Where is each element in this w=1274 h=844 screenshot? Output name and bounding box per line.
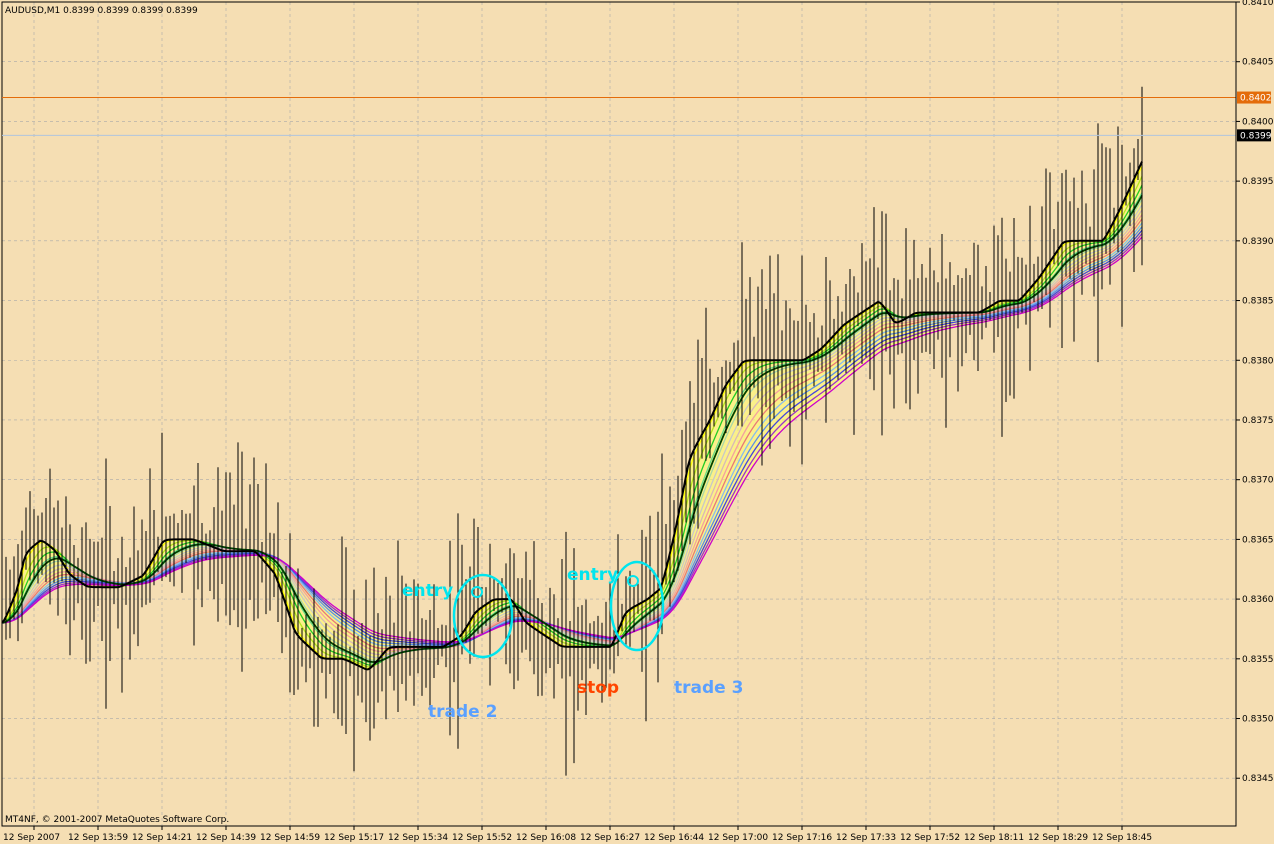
y-tick-label-3: 0.8395 [1242, 177, 1274, 187]
y-tick-label-10: 0.8360 [1242, 595, 1274, 605]
entry-2-marker [627, 575, 639, 587]
y-tick-label-8: 0.8370 [1242, 476, 1274, 486]
x-tick-label-10: 12 Sep 16:44 [644, 833, 704, 843]
entry-1-marker [471, 586, 483, 598]
y-tick-label-1: 0.8405 [1242, 58, 1274, 68]
price-marker-label-0: 0.8402 [1240, 94, 1272, 104]
ribbon-line-6 [1, 209, 1143, 656]
price-bars [5, 86, 1143, 776]
y-tick-label-2: 0.8400 [1242, 117, 1274, 127]
x-tick-label-4: 12 Sep 14:59 [260, 833, 320, 843]
price-level-lines [2, 97, 1236, 136]
y-tick-label-0: 0.8410 [1242, 0, 1274, 8]
x-tick-label-2: 12 Sep 14:21 [132, 833, 192, 843]
ribbon-line-7 [1, 214, 1143, 653]
x-tick-label-6: 12 Sep 15:34 [388, 833, 448, 843]
y-tick-label-9: 0.8365 [1242, 535, 1274, 545]
x-tick-label-0: 12 Sep 2007 [3, 833, 60, 843]
y-tick-label-4: 0.8390 [1242, 237, 1274, 247]
chart-copyright-footer: MT4NF, © 2001-2007 MetaQuotes Software C… [5, 815, 229, 825]
x-tick-label-5: 12 Sep 15:17 [324, 833, 384, 843]
annotation-trade-2: trade 2 [428, 702, 497, 722]
ribbon-line-13 [1, 236, 1143, 643]
x-tick-label-3: 12 Sep 14:39 [196, 833, 256, 843]
x-tick-label-1: 12 Sep 13:59 [68, 833, 128, 843]
price-axis: 0.8410 0.8405 0.8400 0.8395 0.8390 0.8385 0.83… [1235, 0, 1274, 826]
y-tick-label-13: 0.8345 [1242, 774, 1274, 784]
x-tick-label-7: 12 Sep 15:52 [452, 833, 512, 843]
x-tick-label-15: 12 Sep 18:11 [964, 833, 1024, 843]
y-tick-label-12: 0.8350 [1242, 715, 1274, 725]
annotation-trade-3: trade 3 [674, 678, 743, 698]
price-marker-badge-0 [1237, 91, 1271, 104]
price-curve [1, 161, 1143, 671]
annotation-stop: stop [577, 678, 619, 698]
x-tick-label-9: 12 Sep 16:27 [580, 833, 640, 843]
x-tick-label-11: 12 Sep 17:00 [708, 833, 768, 843]
annotation-entry-1: entry [402, 581, 453, 601]
x-tick-label-8: 12 Sep 16:08 [516, 833, 576, 843]
y-tick-label-5: 0.8385 [1242, 297, 1274, 307]
x-tick-label-17: 12 Sep 18:45 [1092, 833, 1152, 843]
chart-symbol-header: AUDUSD,M1 0.8399 0.8399 0.8399 0.8399 [5, 6, 198, 16]
x-tick-label-16: 12 Sep 18:29 [1028, 833, 1088, 843]
price-marker-label-1: 0.8399 [1240, 131, 1272, 141]
y-tick-label-6: 0.8380 [1242, 356, 1274, 366]
annotation-entry-2: entry [567, 565, 618, 585]
trade-2-circle [452, 573, 514, 659]
y-tick-label-11: 0.8355 [1242, 655, 1274, 665]
x-tick-label-13: 12 Sep 17:33 [836, 833, 896, 843]
x-tick-label-12: 12 Sep 17:16 [772, 833, 832, 843]
y-tick-label-7: 0.8375 [1242, 416, 1274, 426]
trade-3-circle [609, 560, 665, 652]
trade-annotations: entry entry trade 2 stop trade 3 [402, 560, 743, 722]
x-tick-label-14: 12 Sep 17:52 [900, 833, 960, 843]
price-line [1, 161, 1143, 671]
price-marker-badge-1 [1237, 129, 1271, 142]
time-axis: 12 Sep 2007 12 Sep 13:59 12 Sep 14:21 12 Se… [3, 826, 1152, 843]
